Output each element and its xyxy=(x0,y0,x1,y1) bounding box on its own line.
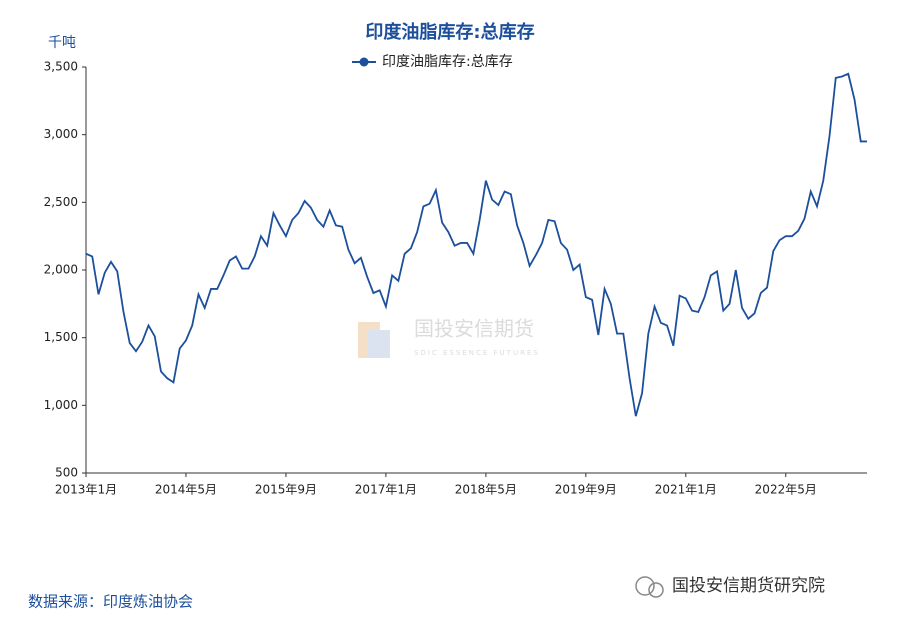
line-series xyxy=(85,72,867,417)
y-tick-label: 2,500 xyxy=(44,195,78,209)
legend-label: 印度油脂库存:总库存 xyxy=(382,54,513,70)
x-tick-label: 2014年5月 xyxy=(155,483,217,497)
x-tick-label: 2013年1月 xyxy=(55,483,117,497)
source: 数据来源：印度炼油协会 xyxy=(28,593,193,611)
y-tick-label: 2,000 xyxy=(44,263,78,277)
x-tick-label: 2018年5月 xyxy=(455,483,517,497)
y-tick-label: 1,500 xyxy=(44,330,78,344)
watermark-subtitle: SDIC ESSENCE FUTURES xyxy=(414,349,540,357)
x-tick-label: 2015年9月 xyxy=(255,483,317,497)
brand-icon xyxy=(635,576,655,596)
y-tick-label: 500 xyxy=(55,466,78,480)
logo-block xyxy=(358,322,380,358)
watermark-name: 国投安信期货 xyxy=(414,317,534,341)
brand: 国投安信期货研究院 xyxy=(672,576,825,596)
x-tick-label: 2017年1月 xyxy=(355,483,417,497)
legend: 印度油脂库存:总库存 xyxy=(352,54,513,70)
legend-marker xyxy=(359,57,369,67)
chart-title: 印度油脂库存:总库存 xyxy=(365,21,534,43)
y-tick-label: 3,500 xyxy=(44,60,78,74)
x-tick-label: 2019年9月 xyxy=(555,483,617,497)
x-tick-label: 2022年5月 xyxy=(755,483,817,497)
logo-block xyxy=(368,330,390,358)
y-tick-label: 1,000 xyxy=(44,398,78,412)
x-tick-label: 2021年1月 xyxy=(655,483,717,497)
watermark: 国投安信期货 SDIC ESSENCE FUTURES xyxy=(358,317,540,358)
y-unit: 千吨 xyxy=(48,35,76,51)
brand-icon xyxy=(648,582,664,598)
y-tick-label: 3,000 xyxy=(44,127,78,141)
